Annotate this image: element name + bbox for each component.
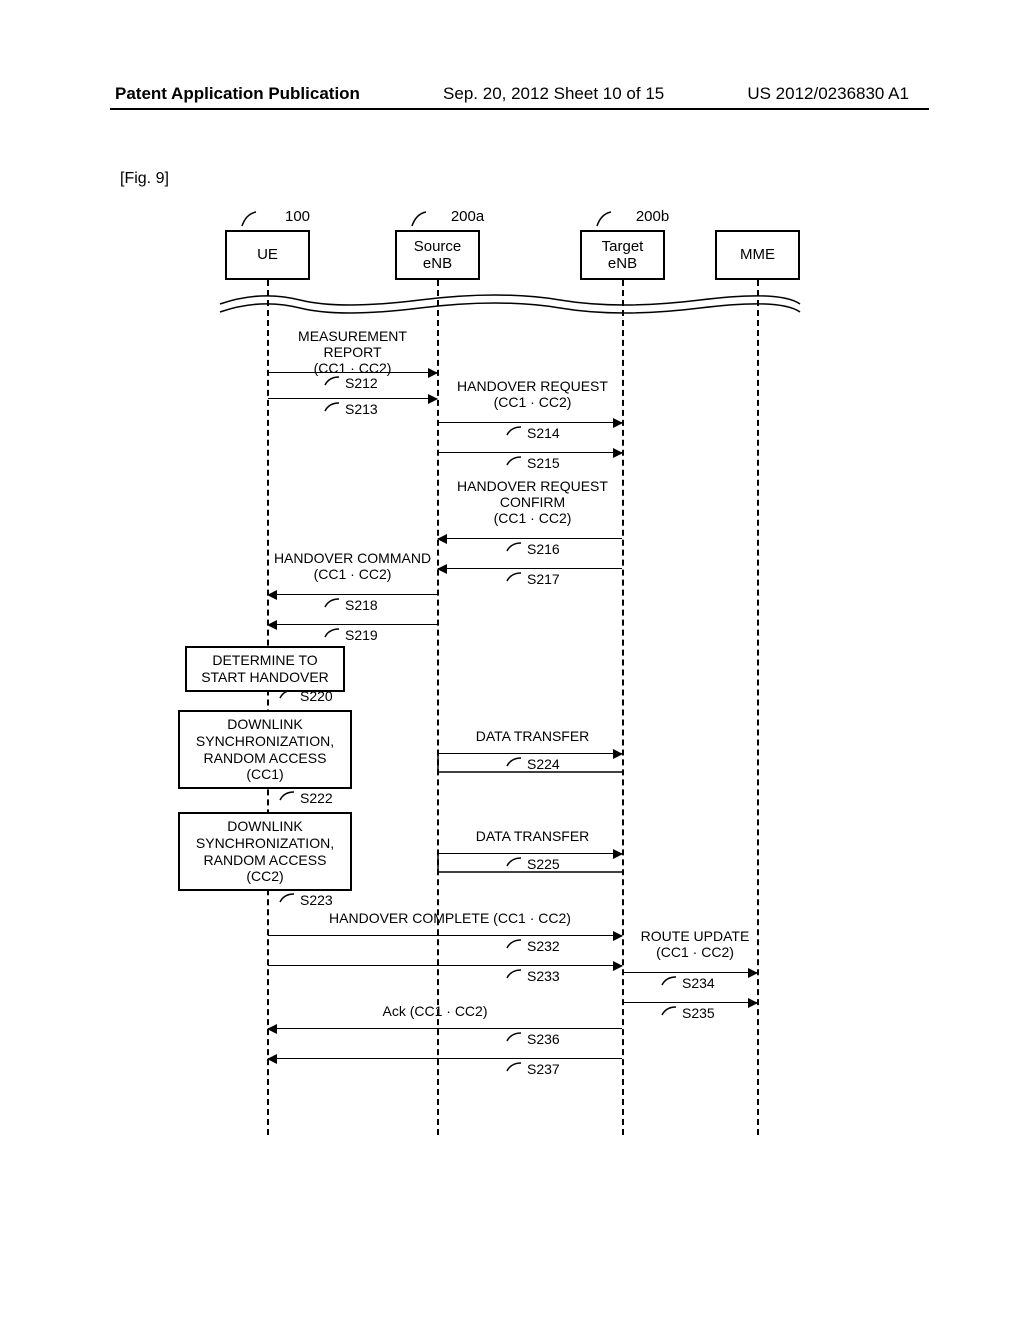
curve-s232 <box>505 938 525 950</box>
arrow-s216 <box>438 538 622 539</box>
msg-route-update: ROUTE UPDATE (CC1 · CC2) <box>630 928 760 960</box>
step-s224: S224 <box>527 756 560 772</box>
msg-measurement-report: MEASUREMENT REPORT (CC1 · CC2) <box>270 328 435 376</box>
step-s216: S216 <box>527 541 560 557</box>
step-s215: S215 <box>527 455 560 471</box>
step-s213: S213 <box>345 401 378 417</box>
arrow-s213 <box>268 398 437 399</box>
curve-s219 <box>323 627 343 639</box>
step-s218: S218 <box>345 597 378 613</box>
actor-source-label: Source eNB <box>414 238 462 273</box>
arrow-s237 <box>268 1058 622 1059</box>
header-center: Sep. 20, 2012 Sheet 10 of 15 <box>443 84 664 104</box>
msg-handover-request-confirm: HANDOVER REQUEST CONFIRM (CC1 · CC2) <box>445 478 620 526</box>
sequence-diagram: 100 200a 200b UE Source eNB Target eNB M… <box>160 210 810 1140</box>
step-s214: S214 <box>527 425 560 441</box>
curve-s222 <box>278 790 298 802</box>
arrow-s219 <box>268 624 437 625</box>
arrow-s212 <box>268 372 437 373</box>
step-s237: S237 <box>527 1061 560 1077</box>
arrow-s214 <box>438 422 622 423</box>
lifeline-target <box>622 280 624 1135</box>
process-downlink-sync-cc1: DOWNLINK SYNCHRONIZATION, RANDOM ACCESS … <box>178 710 352 789</box>
actor-ref-ue: 100 <box>255 208 340 225</box>
arrow-s225 <box>438 853 622 854</box>
curve-s223 <box>278 892 298 904</box>
actor-target-enb: Target eNB <box>580 230 665 280</box>
arrow-s233 <box>268 965 622 966</box>
msg-handover-command: HANDOVER COMMAND (CC1 · CC2) <box>270 550 435 582</box>
step-s219: S219 <box>345 627 378 643</box>
figure-label: [Fig. 9] <box>120 170 169 188</box>
actor-source-enb: Source eNB <box>395 230 480 280</box>
arrow-s217 <box>438 568 622 569</box>
step-s225: S225 <box>527 856 560 872</box>
actor-mme-label: MME <box>740 246 775 263</box>
curve-s215 <box>505 455 525 467</box>
curve-s235 <box>660 1005 680 1017</box>
curve-s237 <box>505 1061 525 1073</box>
step-s234: S234 <box>682 975 715 991</box>
step-s232: S232 <box>527 938 560 954</box>
actor-ue: UE <box>225 230 310 280</box>
step-s235: S235 <box>682 1005 715 1021</box>
actor-mme: MME <box>715 230 800 280</box>
curve-s217 <box>505 571 525 583</box>
step-s223: S223 <box>300 892 333 908</box>
msg-handover-request: HANDOVER REQUEST (CC1 · CC2) <box>445 378 620 410</box>
arrow-s215 <box>438 452 622 453</box>
header-rule <box>110 108 929 110</box>
time-break-wave <box>220 290 520 310</box>
curve-s213 <box>323 401 343 413</box>
arrow-s236 <box>268 1028 622 1029</box>
process-downlink-sync-cc2: DOWNLINK SYNCHRONIZATION, RANDOM ACCESS … <box>178 812 352 891</box>
header-left: Patent Application Publication <box>115 84 360 104</box>
arrow-s235 <box>623 1002 757 1003</box>
curve-s212 <box>323 375 343 387</box>
actor-target-label: Target eNB <box>602 238 644 273</box>
curve-s218 <box>323 597 343 609</box>
msg-data-transfer-1: DATA TRANSFER <box>455 728 610 744</box>
actor-ue-label: UE <box>257 246 278 263</box>
curve-s234 <box>660 975 680 987</box>
curve-s236 <box>505 1031 525 1043</box>
actor-ref-target: 200b <box>610 208 695 225</box>
step-s222: S222 <box>300 790 333 806</box>
process-determine-handover: DETERMINE TO START HANDOVER <box>185 646 345 692</box>
arrow-s234 <box>623 972 757 973</box>
header-right: US 2012/0236830 A1 <box>747 84 909 104</box>
curve-s216 <box>505 541 525 553</box>
step-s236: S236 <box>527 1031 560 1047</box>
step-s233: S233 <box>527 968 560 984</box>
lifeline-ue <box>267 280 269 1135</box>
curve-s233 <box>505 968 525 980</box>
step-s220: S220 <box>300 688 333 704</box>
page-header: Patent Application Publication Sep. 20, … <box>0 84 1024 104</box>
msg-handover-complete: HANDOVER COMPLETE (CC1 · CC2) <box>280 910 620 926</box>
step-s217: S217 <box>527 571 560 587</box>
arrow-s224 <box>438 753 622 754</box>
arrow-s218 <box>268 594 437 595</box>
msg-ack: Ack (CC1 · CC2) <box>325 1003 545 1019</box>
arrow-s232 <box>268 935 622 936</box>
step-s212: S212 <box>345 375 378 391</box>
actor-ref-source: 200a <box>425 208 510 225</box>
curve-s214 <box>505 425 525 437</box>
msg-data-transfer-2: DATA TRANSFER <box>455 828 610 844</box>
